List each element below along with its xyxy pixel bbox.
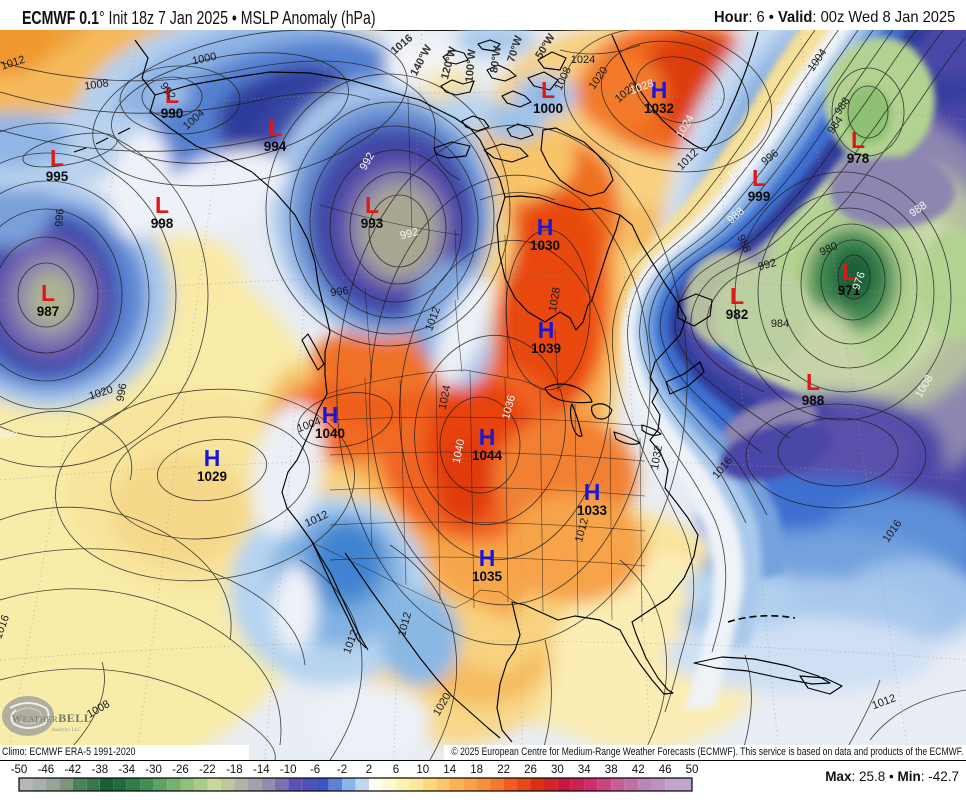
svg-text:-38: -38 [91, 764, 108, 776]
svg-text:H: H [537, 214, 554, 240]
svg-text:-34: -34 [118, 764, 135, 776]
svg-text:992: 992 [399, 226, 420, 242]
svg-text:L: L [365, 192, 379, 218]
svg-text:994: 994 [264, 139, 287, 154]
svg-text:993: 993 [361, 216, 384, 231]
svg-text:982: 982 [726, 307, 749, 322]
svg-text:998: 998 [151, 216, 174, 231]
svg-text:-14: -14 [253, 764, 270, 776]
svg-text:971: 971 [838, 283, 861, 298]
svg-text:H: H [538, 317, 555, 343]
svg-text:1040: 1040 [315, 426, 345, 441]
svg-text:L: L [268, 115, 282, 141]
svg-text:14: 14 [443, 764, 456, 776]
svg-text:996: 996 [115, 382, 130, 402]
svg-text:H: H [479, 424, 496, 450]
svg-text:999: 999 [748, 189, 771, 204]
svg-text:1030: 1030 [530, 238, 560, 253]
svg-text:1024: 1024 [571, 54, 595, 66]
svg-text:100°W: 100°W [464, 48, 479, 83]
svg-text:L: L [165, 82, 179, 108]
svg-text:-22: -22 [199, 764, 216, 776]
svg-text:10: 10 [416, 764, 429, 776]
svg-text:L: L [752, 165, 766, 191]
svg-text:-10: -10 [280, 764, 297, 776]
svg-text:1029: 1029 [197, 469, 227, 484]
svg-text:H: H [651, 77, 668, 103]
svg-text:L: L [155, 192, 169, 218]
svg-text:L: L [806, 369, 820, 395]
svg-text:18: 18 [470, 764, 483, 776]
svg-text:1044: 1044 [472, 448, 503, 463]
svg-text:987: 987 [37, 304, 60, 319]
svg-text:22: 22 [497, 764, 510, 776]
svg-text:-18: -18 [226, 764, 243, 776]
svg-text:L: L [41, 280, 55, 306]
svg-text:80°W: 80°W [488, 45, 504, 74]
svg-text:990: 990 [161, 106, 184, 121]
svg-text:42: 42 [632, 764, 645, 776]
svg-text:988: 988 [802, 393, 825, 408]
svg-text:L: L [541, 77, 555, 103]
svg-text:1035: 1035 [472, 569, 503, 584]
svg-text:L: L [50, 145, 64, 171]
svg-text:H: H [479, 545, 496, 571]
svg-text:L: L [730, 283, 744, 309]
svg-text:H: H [204, 445, 221, 471]
svg-text:2: 2 [366, 764, 372, 776]
svg-text:1000: 1000 [191, 51, 217, 68]
svg-text:50: 50 [686, 764, 699, 776]
svg-text:38: 38 [605, 764, 618, 776]
svg-text:992: 992 [0, 428, 18, 442]
svg-text:1040: 1040 [451, 438, 468, 464]
svg-text:34: 34 [578, 764, 591, 776]
svg-text:6: 6 [393, 764, 399, 776]
svg-text:-2: -2 [337, 764, 347, 776]
svg-text:-50: -50 [11, 764, 28, 776]
svg-text:996: 996 [53, 208, 67, 227]
svg-text:1032: 1032 [644, 101, 674, 116]
svg-text:30: 30 [551, 764, 564, 776]
svg-text:-46: -46 [38, 764, 55, 776]
svg-text:H: H [322, 402, 339, 428]
svg-text:996: 996 [330, 285, 350, 299]
svg-text:H: H [584, 479, 601, 505]
svg-text:L: L [851, 127, 865, 153]
svg-text:1028: 1028 [547, 286, 563, 312]
svg-text:978: 978 [847, 151, 870, 166]
svg-text:-6: -6 [310, 764, 320, 776]
svg-text:-26: -26 [172, 764, 189, 776]
svg-text:992: 992 [757, 257, 778, 273]
svg-text:WEATHERBELL: WEATHERBELL [12, 711, 93, 725]
svg-text:L: L [842, 259, 856, 285]
svg-text:1024: 1024 [437, 384, 454, 410]
svg-text:995: 995 [46, 169, 69, 184]
svg-text:1000: 1000 [533, 101, 563, 116]
svg-text:976: 976 [850, 270, 868, 291]
svg-text:1039: 1039 [531, 341, 561, 356]
svg-text:-42: -42 [64, 764, 81, 776]
svg-text:1008: 1008 [84, 77, 110, 92]
svg-text:46: 46 [659, 764, 672, 776]
svg-text:984: 984 [771, 318, 789, 330]
svg-text:-30: -30 [145, 764, 162, 776]
svg-text:1033: 1033 [577, 503, 608, 518]
svg-text:Analytics LLC: Analytics LLC [51, 728, 82, 733]
svg-text:26: 26 [524, 764, 537, 776]
svg-text:1032: 1032 [649, 444, 665, 470]
